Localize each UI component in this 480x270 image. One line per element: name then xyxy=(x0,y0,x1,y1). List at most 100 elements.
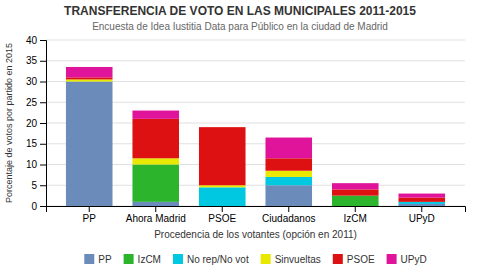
legend-item: IzCM xyxy=(124,254,161,265)
x-tick: PSOE xyxy=(208,206,236,224)
x-tick: IzCM xyxy=(344,206,367,224)
legend-label: PP xyxy=(98,254,112,265)
tick-label: Ciudadanos xyxy=(262,213,315,224)
title: TRANSFERENCIA DE VOTO EN LAS MUNICIPALES… xyxy=(64,4,416,18)
legend-swatch xyxy=(387,254,397,264)
plot: 0 5 10 15 20 25 30 35 40 PP Ahora Madrid PSOE Ciudad… xyxy=(26,35,466,224)
tick-mark xyxy=(40,40,46,41)
bar-segment xyxy=(265,158,312,170)
x-tick: Ahora Madrid xyxy=(126,206,186,224)
grid-line xyxy=(46,60,465,61)
bar-segment xyxy=(66,67,113,77)
y-tick: 0 xyxy=(31,201,46,212)
tick-label: Ahora Madrid xyxy=(126,213,186,224)
tick-label: 20 xyxy=(26,118,38,129)
legend-item: No rep/No vot xyxy=(173,254,249,265)
bar-segment xyxy=(66,77,113,79)
bar-segment xyxy=(66,82,113,207)
grid-line xyxy=(46,40,465,41)
bar-segment xyxy=(199,187,246,206)
tick-mark xyxy=(40,82,46,83)
tick-label: PSOE xyxy=(208,213,236,224)
tick-label: PP xyxy=(83,213,97,224)
bar-segment xyxy=(265,185,312,206)
bar-segment xyxy=(199,127,246,185)
bar-segment xyxy=(332,189,379,195)
tick-mark xyxy=(40,206,46,207)
bar-segment xyxy=(132,165,179,202)
tick-label: 0 xyxy=(31,201,37,212)
bar-segment xyxy=(265,171,312,177)
legend-swatch xyxy=(84,254,94,264)
y-tick: 35 xyxy=(26,55,46,66)
tick-label: 25 xyxy=(26,97,38,108)
legend-item: PSOE xyxy=(333,254,375,265)
y-axis: 0 5 10 15 20 25 30 35 40 xyxy=(26,35,47,212)
tick-mark xyxy=(40,102,46,103)
bar-segment xyxy=(398,194,445,198)
y-tick: 25 xyxy=(26,97,46,108)
tick-label: 15 xyxy=(26,138,38,149)
bar-segment xyxy=(132,111,179,119)
bar-segment xyxy=(199,127,246,128)
bar-segment xyxy=(132,202,179,206)
legend-item: Sinvueltas xyxy=(261,254,321,265)
legend-label: PSOE xyxy=(347,254,375,265)
legend-label: IzCM xyxy=(138,254,161,265)
bar-segment xyxy=(199,185,246,187)
legend-swatch xyxy=(124,254,134,264)
tick-mark xyxy=(40,165,46,166)
x-tick: PP xyxy=(83,206,97,224)
legend-swatch xyxy=(173,254,183,264)
tick-mark xyxy=(40,185,46,186)
y-tick: 30 xyxy=(26,76,46,87)
x-tick: UPyD xyxy=(409,206,435,224)
tick-mark xyxy=(40,144,46,145)
tick-label: 10 xyxy=(26,159,38,170)
legend-swatch xyxy=(333,254,343,264)
x-tick: Ciudadanos xyxy=(262,206,315,224)
chart: TRANSFERENCIA DE VOTO EN LAS MUNICIPALES… xyxy=(0,0,480,270)
axis-line xyxy=(47,207,466,213)
tick-mark xyxy=(355,206,356,212)
y-axis-title: Porcentaje de votos por partido en 2015 xyxy=(4,43,14,203)
legend-item: PP xyxy=(84,254,112,265)
grid xyxy=(46,40,465,206)
tick-label: UPyD xyxy=(409,213,435,224)
bar-segment xyxy=(398,204,445,206)
subtitle: Encuesta de Idea Iustitia Data para Públ… xyxy=(92,21,388,32)
tick-mark xyxy=(421,206,422,212)
legend-label: No rep/No vot xyxy=(187,254,249,265)
legend-label: Sinvueltas xyxy=(275,254,321,265)
bar-segment xyxy=(332,196,379,206)
axis-line xyxy=(40,41,47,207)
bar-segment xyxy=(66,79,113,81)
bar-segment xyxy=(132,158,179,164)
x-axis-title: Procedencia de los votantes (opción en 2… xyxy=(154,229,357,240)
bar-segment xyxy=(265,138,312,159)
legend-swatch xyxy=(261,254,271,264)
tick-mark xyxy=(40,61,46,62)
bars xyxy=(66,67,445,206)
tick-label: 35 xyxy=(26,55,38,66)
tick-label: 30 xyxy=(26,76,38,87)
tick-label: IzCM xyxy=(344,213,367,224)
tick-mark xyxy=(89,206,90,212)
bar-segment xyxy=(132,119,179,158)
tick-label: 5 xyxy=(31,180,37,191)
tick-mark xyxy=(155,206,156,212)
y-tick: 10 xyxy=(26,159,46,170)
bar-segment xyxy=(332,183,379,189)
y-tick: 5 xyxy=(31,180,46,191)
tick-mark xyxy=(222,206,223,212)
bar-segment xyxy=(398,202,445,204)
legend: PP IzCM No rep/No vot Sinvueltas PSOE UPyD xyxy=(84,254,426,265)
tick-mark xyxy=(40,123,46,124)
bar-segment xyxy=(398,198,445,202)
y-tick: 40 xyxy=(26,35,46,46)
x-axis: PP Ahora Madrid PSOE Ciudadanos IzCM UPyD xyxy=(47,206,466,224)
legend-item: UPyD xyxy=(387,254,427,265)
y-tick: 20 xyxy=(26,118,46,129)
legend-label: UPyD xyxy=(401,254,427,265)
tick-mark xyxy=(288,206,289,212)
